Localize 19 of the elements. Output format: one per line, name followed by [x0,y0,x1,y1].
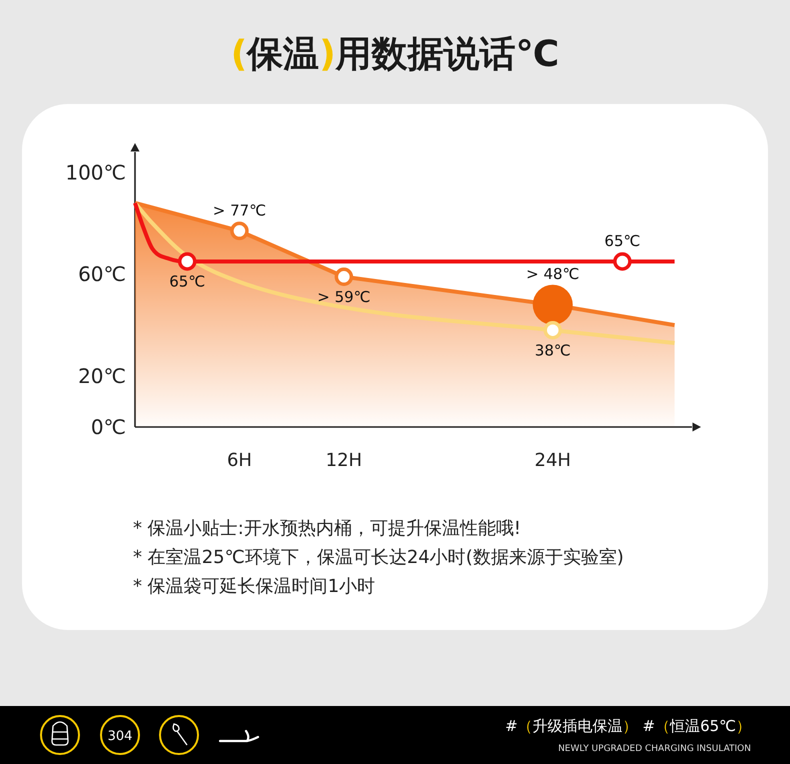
data-label: > 48℃ [526,264,580,283]
y-tick-label: 100℃ [65,160,126,184]
data-label: 38℃ [534,341,571,360]
text: * 在室温25℃环境下，保温可长达24小时(数据来源于实验室) [133,547,624,568]
y-tick-label: 20℃ [78,364,126,388]
data-label: 65℃ [169,272,206,291]
x-tick-label: 6H [226,450,252,471]
text: 304 [108,729,132,744]
text: NEWLY UPGRADED CHARGING INSULATION [558,744,751,754]
y-tick-label: 0℃ [90,415,126,439]
chart-title: (保温)用数据说话℃ [230,34,560,75]
text: #（升级插电保温） #（恒温65℃） [505,717,751,735]
x-tick-label: 12H [326,450,362,471]
text: * 保温袋可延长保温时间1小时 [133,576,376,597]
y-tick-label: 60℃ [78,262,126,286]
text: * 保温小贴士:开水预热内桶，可提升保温性能哦! [133,518,522,539]
point [334,268,354,286]
x-tick-label: 24H [534,450,571,471]
data-label: > 59℃ [317,288,371,306]
